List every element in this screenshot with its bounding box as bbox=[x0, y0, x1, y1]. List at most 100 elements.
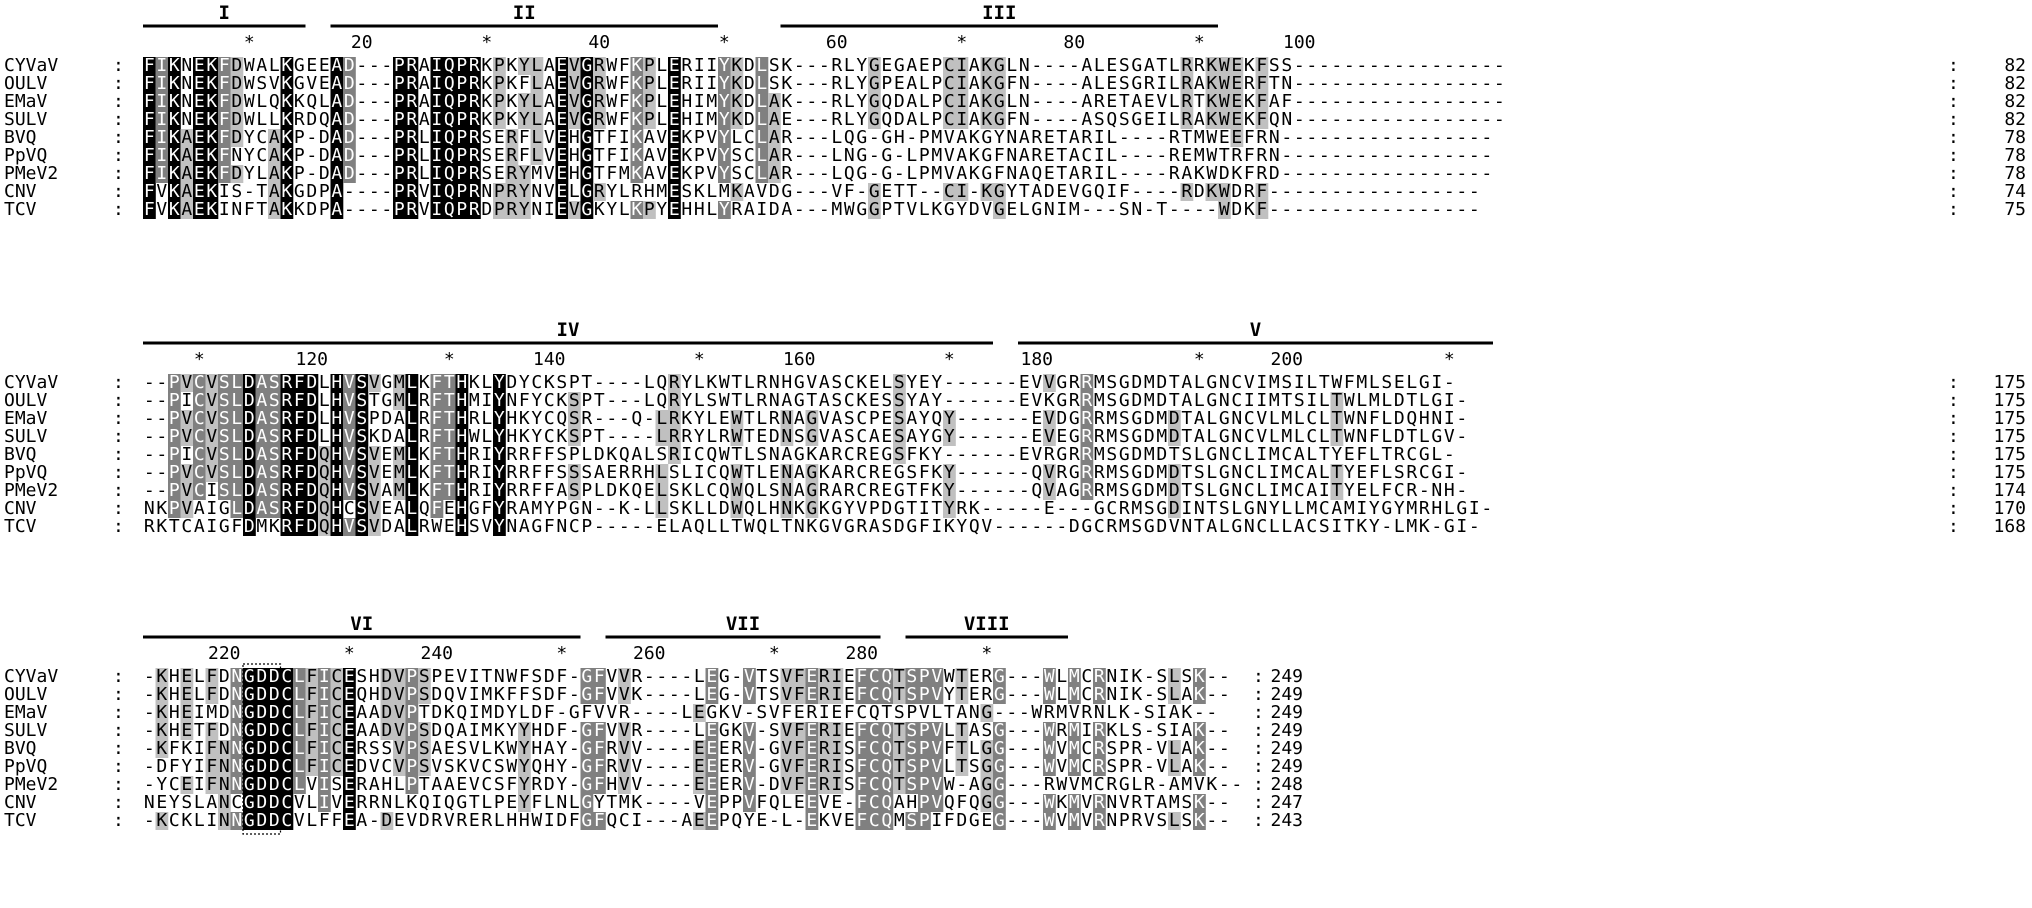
residue: K bbox=[631, 91, 642, 112]
residue: D bbox=[956, 810, 967, 831]
residue: G bbox=[869, 55, 880, 76]
residue: - bbox=[369, 810, 380, 831]
residue: L bbox=[319, 91, 330, 112]
residue-shade bbox=[518, 111, 531, 129]
residue-shade bbox=[455, 75, 469, 93]
residue-shade bbox=[343, 57, 356, 75]
residue: - bbox=[1356, 73, 1367, 94]
residue: G bbox=[994, 73, 1005, 94]
residue-count-colon: : bbox=[1948, 516, 1959, 537]
residue: - bbox=[1306, 109, 1317, 130]
residue-shade bbox=[580, 75, 594, 93]
residue-shade bbox=[868, 57, 881, 75]
residue-shade bbox=[593, 57, 606, 75]
residue: G bbox=[894, 55, 905, 76]
residue-shade bbox=[343, 129, 356, 147]
residue: G bbox=[944, 199, 955, 220]
residue: F bbox=[144, 145, 155, 166]
residue: V bbox=[831, 810, 842, 831]
residue: E bbox=[394, 810, 405, 831]
residue: K bbox=[1244, 199, 1255, 220]
residue: L bbox=[919, 91, 930, 112]
residue: K bbox=[169, 73, 180, 94]
motif-label: III bbox=[982, 2, 1016, 24]
residue: - bbox=[806, 109, 817, 130]
sequence-name: TCV bbox=[4, 516, 37, 537]
residue-shade bbox=[468, 57, 481, 75]
residue-count: 82 bbox=[2004, 73, 2026, 94]
residue: N bbox=[794, 516, 805, 537]
residue: V bbox=[944, 145, 955, 166]
residue: K bbox=[206, 145, 217, 166]
residue: S bbox=[1094, 109, 1105, 130]
residue-shade bbox=[668, 147, 681, 165]
residue: D bbox=[744, 91, 755, 112]
residue-shade bbox=[643, 75, 656, 93]
residue: P bbox=[581, 516, 592, 537]
residue: Y bbox=[744, 810, 755, 831]
residue: - bbox=[369, 91, 380, 112]
residue: - bbox=[1281, 145, 1292, 166]
residue-shade bbox=[718, 93, 731, 111]
ruler-star: * bbox=[556, 643, 567, 664]
residue: I bbox=[156, 91, 167, 112]
residue: L bbox=[844, 73, 855, 94]
residue: K bbox=[1206, 109, 1217, 130]
residue-shade bbox=[943, 75, 956, 93]
residue: I bbox=[694, 73, 705, 94]
residue: P bbox=[394, 109, 405, 130]
residue: W bbox=[1219, 73, 1230, 94]
residue: L bbox=[531, 109, 542, 130]
residue: L bbox=[531, 55, 542, 76]
residue: I bbox=[431, 55, 442, 76]
residue: R bbox=[831, 91, 842, 112]
residue-shade bbox=[455, 57, 469, 75]
residue: V bbox=[1144, 810, 1155, 831]
residue-shade bbox=[455, 147, 469, 165]
residue: A bbox=[544, 91, 555, 112]
residue: I bbox=[219, 199, 230, 220]
sequence-name: TCV bbox=[4, 810, 37, 831]
residue: E bbox=[669, 91, 680, 112]
residue: P bbox=[694, 145, 705, 166]
residue: - bbox=[369, 127, 380, 148]
ruler-star: * bbox=[694, 349, 705, 370]
residue-shade bbox=[1230, 93, 1244, 111]
residue: V bbox=[981, 199, 992, 220]
residue-shade bbox=[730, 111, 744, 129]
residue: A bbox=[1294, 516, 1305, 537]
residue: R bbox=[1181, 73, 1192, 94]
residue: D bbox=[381, 810, 392, 831]
residue: V bbox=[944, 127, 955, 148]
residue: G bbox=[994, 810, 1005, 831]
sequence-row: TCV: R K T C A I G F D M K R F D Q H V S V D A L R W E H S V Y N A G F N C P… bbox=[4, 516, 2026, 537]
residue: - bbox=[669, 810, 680, 831]
residue: F bbox=[1281, 91, 1292, 112]
residue: - bbox=[1294, 109, 1305, 130]
residue: M bbox=[706, 109, 717, 130]
residue: G bbox=[581, 73, 592, 94]
residue: - bbox=[1131, 145, 1142, 166]
residue: G bbox=[581, 810, 592, 831]
residue-shade bbox=[230, 75, 244, 93]
residue: G bbox=[856, 127, 867, 148]
residue: D bbox=[744, 109, 755, 130]
residue: A bbox=[419, 73, 430, 94]
residue: V bbox=[656, 145, 667, 166]
residue: - bbox=[1331, 55, 1342, 76]
residue: - bbox=[819, 55, 830, 76]
residue: K bbox=[281, 73, 292, 94]
residue-shade bbox=[443, 75, 456, 93]
residue: G bbox=[994, 109, 1005, 130]
residue: - bbox=[819, 73, 830, 94]
residue-shade bbox=[468, 75, 481, 93]
residue: P bbox=[494, 109, 505, 130]
residue: K bbox=[281, 145, 292, 166]
residue: R bbox=[1169, 127, 1180, 148]
residue: P bbox=[394, 199, 405, 220]
residue-shade bbox=[718, 129, 731, 147]
residue: R bbox=[281, 516, 292, 537]
motif-bars: I II III bbox=[143, 2, 1218, 28]
residue-shade bbox=[668, 57, 681, 75]
residue: K bbox=[981, 91, 992, 112]
